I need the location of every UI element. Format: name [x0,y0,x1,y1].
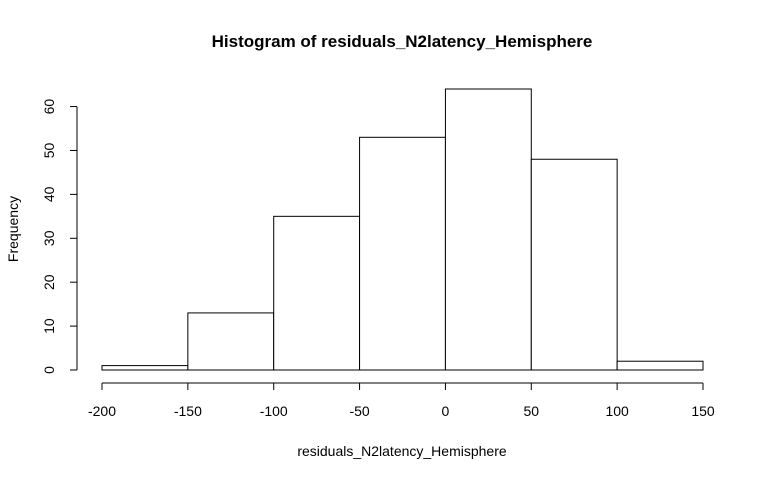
x-tick-label-3: -50 [349,403,369,419]
histogram-bar-4 [444,88,532,371]
histogram-bar-3 [359,136,446,371]
x-axis-label: residuals_N2latency_Hemisphere [297,443,507,459]
x-tick-label-2: -100 [260,403,288,419]
histogram-bar-6 [616,360,704,371]
y-tick-label-2: 20 [41,274,57,290]
y-tick-label-6: 60 [41,99,57,115]
histogram-bar-5 [530,158,618,371]
x-tick-label-0: -200 [88,403,116,419]
y-axis-label: Frequency [5,196,21,262]
y-tick-label-3: 30 [41,230,57,246]
bars-group [101,88,704,371]
histogram-bar-1 [187,312,275,371]
x-tick-label-5: 50 [523,403,539,419]
histogram-bar-0 [101,365,189,371]
y-tick-label-0: 0 [41,366,57,374]
x-tick-label-7: 150 [691,403,715,419]
x-tick-label-4: 0 [442,403,450,419]
y-tick-label-4: 40 [41,186,57,202]
x-axis: -200 -150 -100 -50 0 50 100 150 [88,382,715,419]
y-tick-label-5: 50 [41,142,57,158]
x-tick-label-6: 100 [605,403,629,419]
histogram-bar-2 [273,215,361,371]
x-tick-label-1: -150 [174,403,202,419]
y-tick-label-1: 10 [41,318,57,334]
chart-title: Histogram of residuals_N2latency_Hemisph… [212,32,593,51]
y-axis: 0 10 20 30 40 50 60 [41,99,78,374]
